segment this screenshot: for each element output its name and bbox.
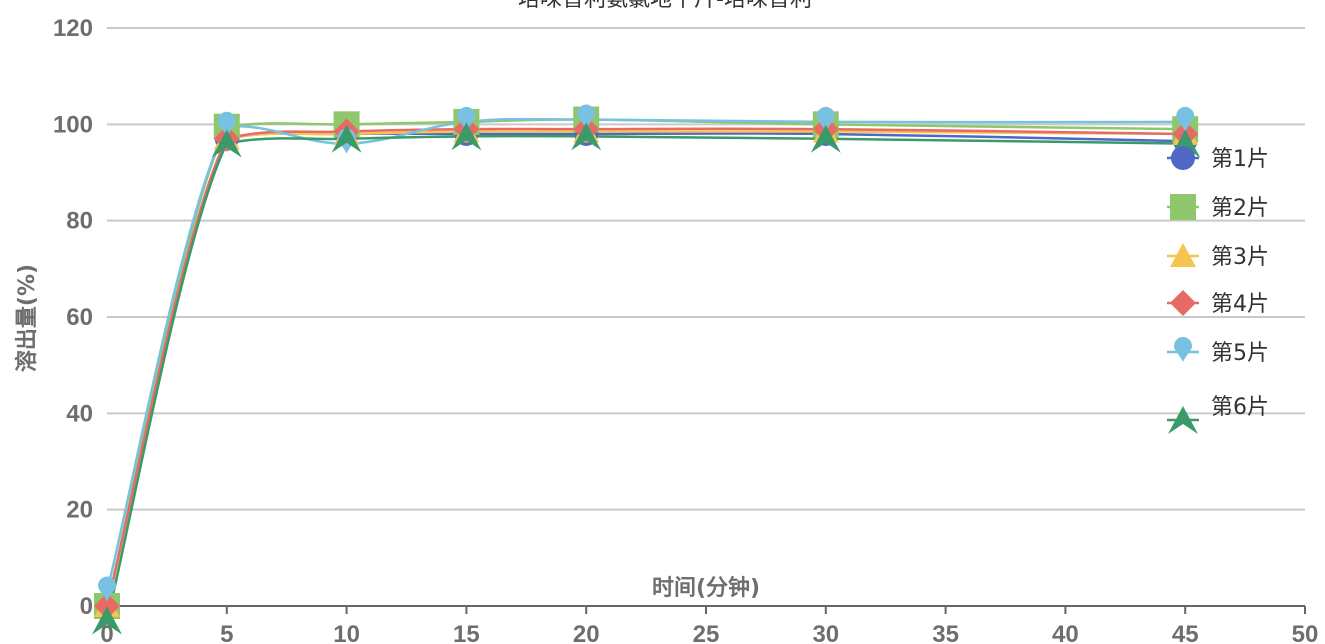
- y-tick-label: 40: [66, 400, 93, 427]
- legend-marker[interactable]: [1170, 290, 1196, 316]
- x-tick-label: 20: [573, 621, 600, 644]
- data-point[interactable]: [571, 122, 602, 151]
- series-line[interactable]: [105, 132, 1186, 607]
- series-6-points: [92, 122, 1201, 635]
- data-point[interactable]: [577, 104, 596, 130]
- x-tick-label: 10: [333, 621, 360, 644]
- legend-marker[interactable]: [1174, 337, 1192, 362]
- series-1: [105, 132, 1186, 607]
- legend-marker[interactable]: [1170, 243, 1196, 267]
- series-5-points: [98, 104, 1195, 602]
- chart-title: 培哚普利氨氯地平片-培哚普利: [518, 0, 812, 12]
- data-point[interactable]: [457, 106, 476, 132]
- legend-item-4[interactable]: 第4片: [1167, 290, 1269, 317]
- series-3: [105, 130, 1186, 607]
- series-5: [105, 117, 1186, 592]
- series-2-points: [94, 106, 1199, 619]
- x-axis-title: 时间(分钟): [652, 575, 760, 601]
- x-tick-label: 25: [693, 621, 720, 644]
- series-4: [105, 127, 1186, 607]
- data-point[interactable]: [92, 606, 122, 635]
- legend-item-2[interactable]: 第2片: [1167, 194, 1269, 221]
- legend-marker[interactable]: [1170, 194, 1196, 220]
- x-tick-label: 0: [100, 621, 113, 644]
- series-line[interactable]: [105, 117, 1186, 592]
- data-point[interactable]: [94, 593, 120, 619]
- y-tick-label: 100: [53, 111, 93, 138]
- y-tick-label: 60: [66, 304, 93, 331]
- series-layer: [92, 104, 1201, 635]
- x-tick-label: 5: [220, 621, 233, 644]
- x-tick-label: 50: [1292, 621, 1319, 644]
- data-point[interactable]: [98, 576, 116, 602]
- series-4-points: [94, 116, 1199, 619]
- series-line[interactable]: [105, 118, 1186, 607]
- legend-marker[interactable]: [1168, 406, 1198, 434]
- legend-item-5[interactable]: 第5片: [1167, 337, 1269, 366]
- data-point[interactable]: [331, 124, 362, 153]
- legend-label: 第3片: [1211, 245, 1269, 270]
- legend-item-6[interactable]: 第6片: [1167, 395, 1269, 434]
- series-6: [105, 134, 1186, 621]
- series-line[interactable]: [105, 134, 1186, 621]
- data-point[interactable]: [211, 129, 242, 158]
- y-tick-label: 20: [66, 497, 93, 524]
- data-point[interactable]: [816, 106, 835, 132]
- y-tick-label: 0: [80, 593, 93, 620]
- data-point[interactable]: [451, 122, 482, 151]
- series-2: [105, 118, 1186, 607]
- legend-marker[interactable]: [1171, 146, 1195, 170]
- x-tick-label: 35: [932, 621, 959, 644]
- x-tick-label: 45: [1172, 621, 1199, 644]
- legend-label: 第6片: [1211, 395, 1269, 420]
- y-axis-title: 溶出量(%): [14, 264, 40, 372]
- y-tick-label: 120: [53, 15, 93, 42]
- grid-layer: [107, 27, 1305, 511]
- x-tick-label: 15: [453, 621, 480, 644]
- legend-label: 第5片: [1211, 341, 1269, 366]
- x-tick-label: 40: [1052, 621, 1079, 644]
- legend-item-3[interactable]: 第3片: [1167, 243, 1269, 270]
- data-point[interactable]: [217, 111, 236, 137]
- series-3-points: [94, 118, 1199, 617]
- legend-item-1[interactable]: 第1片: [1167, 146, 1269, 172]
- y-tick-label: 80: [66, 208, 93, 235]
- x-tick-label: 30: [812, 621, 839, 644]
- legend-label: 第1片: [1211, 147, 1269, 172]
- series-1-points: [95, 121, 1198, 618]
- series-line[interactable]: [105, 130, 1186, 607]
- data-point[interactable]: [810, 124, 841, 153]
- axis-layer: 0 20 40 60 80 100 120 0 5 10 15 20 25 30 35 40 45 50: [53, 15, 1318, 644]
- data-point[interactable]: [1176, 106, 1195, 132]
- legend-label: 第4片: [1211, 292, 1269, 317]
- series-line[interactable]: [105, 127, 1186, 607]
- legend-label: 第2片: [1211, 196, 1269, 221]
